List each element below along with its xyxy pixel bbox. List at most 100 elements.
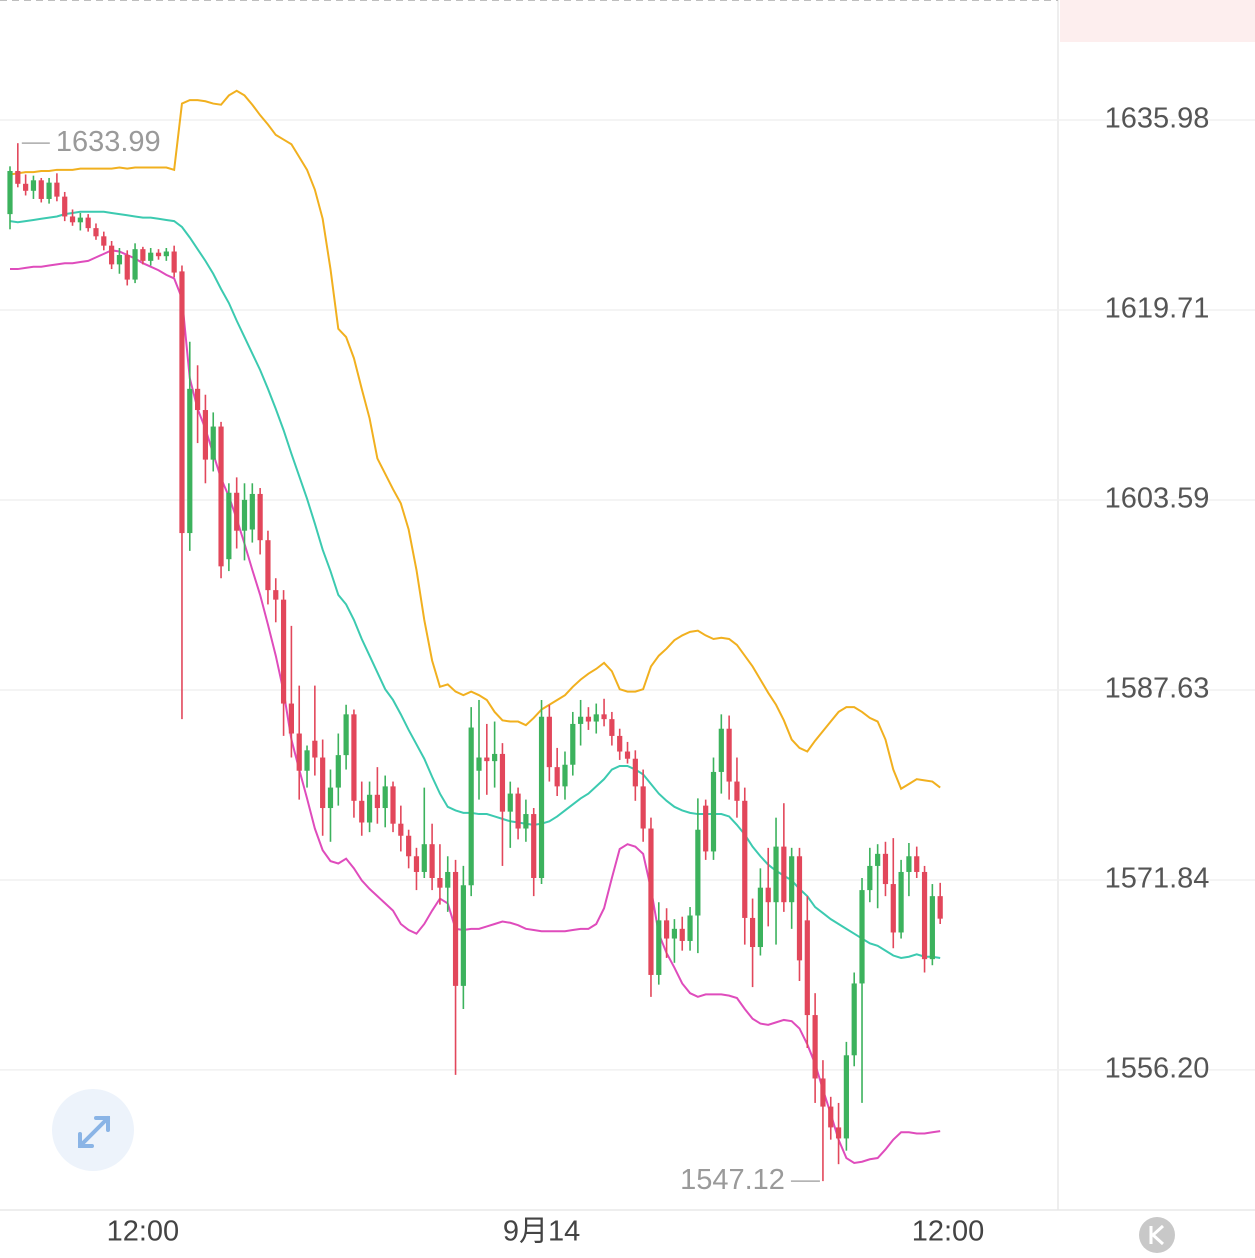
- candle-body: [812, 1015, 818, 1079]
- candle-body: [601, 714, 607, 720]
- candle-body: [218, 426, 224, 567]
- candle-body: [742, 800, 748, 918]
- candle-body: [390, 786, 396, 824]
- candle-body: [351, 714, 357, 801]
- candle-body: [327, 787, 334, 809]
- x-tick-label: 12:00: [912, 1216, 985, 1248]
- candle-body: [781, 846, 787, 903]
- y-tick-label: 1603.59: [1105, 483, 1210, 515]
- candle-body: [492, 753, 498, 762]
- expand-button-bg[interactable]: [52, 1089, 134, 1171]
- candle-body: [789, 856, 795, 903]
- kline-button[interactable]: [1139, 1217, 1175, 1253]
- candle-body: [906, 856, 912, 872]
- candle-body: [187, 388, 193, 534]
- candle-body: [648, 828, 654, 975]
- candle-body: [85, 217, 91, 229]
- candle-body: [718, 728, 724, 772]
- candle-body: [796, 856, 803, 961]
- candle-body: [531, 814, 537, 879]
- candle-body: [382, 786, 388, 809]
- candle-body: [515, 793, 521, 829]
- candle-body: [234, 492, 240, 531]
- kline-button-bg[interactable]: [1139, 1217, 1175, 1253]
- kline-icon[interactable]: [1149, 1224, 1165, 1246]
- expand-icon[interactable]: [78, 1116, 110, 1148]
- candle-body: [38, 180, 44, 199]
- candle-body: [171, 251, 177, 273]
- candle-body: [54, 182, 60, 197]
- candle-body: [202, 410, 209, 460]
- candle-body: [452, 871, 459, 986]
- candle-body: [570, 723, 576, 765]
- candle-body: [843, 1055, 849, 1139]
- candle-body: [664, 920, 670, 939]
- last-price-box: [1060, 0, 1255, 42]
- candle-body: [398, 823, 404, 836]
- candle-body: [538, 716, 545, 879]
- candle-body: [656, 920, 662, 975]
- candle-body: [609, 719, 615, 736]
- grid: [0, 119, 1255, 1071]
- candle-body: [69, 216, 76, 223]
- candle-body: [499, 753, 506, 812]
- candle-body: [179, 271, 185, 534]
- candle-body: [671, 928, 678, 939]
- candle-body: [265, 540, 271, 591]
- candle-body: [148, 252, 154, 261]
- candle-body: [343, 714, 349, 756]
- candle-body: [445, 871, 451, 888]
- candle-body: [757, 887, 763, 948]
- x-tick-label: 9月14: [503, 1216, 580, 1248]
- candle-body: [320, 757, 326, 809]
- candle-body: [163, 251, 169, 257]
- candle-body: [226, 492, 232, 560]
- x-tick-label: 12:00: [107, 1216, 180, 1248]
- candle-body: [726, 728, 732, 782]
- candle-body: [617, 735, 623, 752]
- candle-body: [804, 920, 810, 1016]
- candle-body: [734, 781, 740, 801]
- candle-body: [624, 751, 631, 759]
- band-line: [9, 89, 941, 791]
- candle-body: [546, 716, 552, 768]
- candle-body: [210, 426, 216, 460]
- candle-body: [749, 917, 756, 948]
- candle-body: [437, 878, 443, 888]
- candle-body: [460, 885, 466, 986]
- y-tick-label: 1587.63: [1105, 673, 1210, 705]
- candle-body: [249, 493, 255, 530]
- candle-body: [257, 493, 263, 541]
- candle-body: [429, 844, 435, 879]
- candle-body: [875, 853, 881, 866]
- y-tick-label: 1571.84: [1105, 863, 1210, 895]
- candle-body: [703, 805, 709, 852]
- candle-body: [593, 714, 599, 722]
- candle-body: [406, 835, 412, 857]
- candle-body: [679, 928, 685, 941]
- candles: [7, 143, 943, 1182]
- candle-body: [359, 800, 365, 823]
- candle-body: [710, 771, 717, 852]
- candle-body: [366, 794, 373, 823]
- candle-body: [929, 896, 935, 960]
- candle-body: [280, 599, 287, 704]
- candle-body: [914, 856, 920, 872]
- candle-body: [15, 170, 21, 184]
- candle-body: [46, 182, 52, 199]
- candle-body: [195, 388, 201, 411]
- candle-body: [554, 767, 560, 787]
- candle-body: [828, 1106, 834, 1128]
- candle-body: [632, 758, 638, 787]
- candle-body: [898, 871, 904, 933]
- candle-body: [93, 228, 99, 237]
- candle-body: [124, 255, 130, 280]
- candle-body: [867, 865, 873, 891]
- expand-button[interactable]: [52, 1089, 134, 1171]
- candle-body: [374, 794, 380, 809]
- candle-body: [7, 170, 13, 215]
- y-tick-label: 1619.71: [1105, 293, 1210, 325]
- candle-body: [468, 727, 474, 886]
